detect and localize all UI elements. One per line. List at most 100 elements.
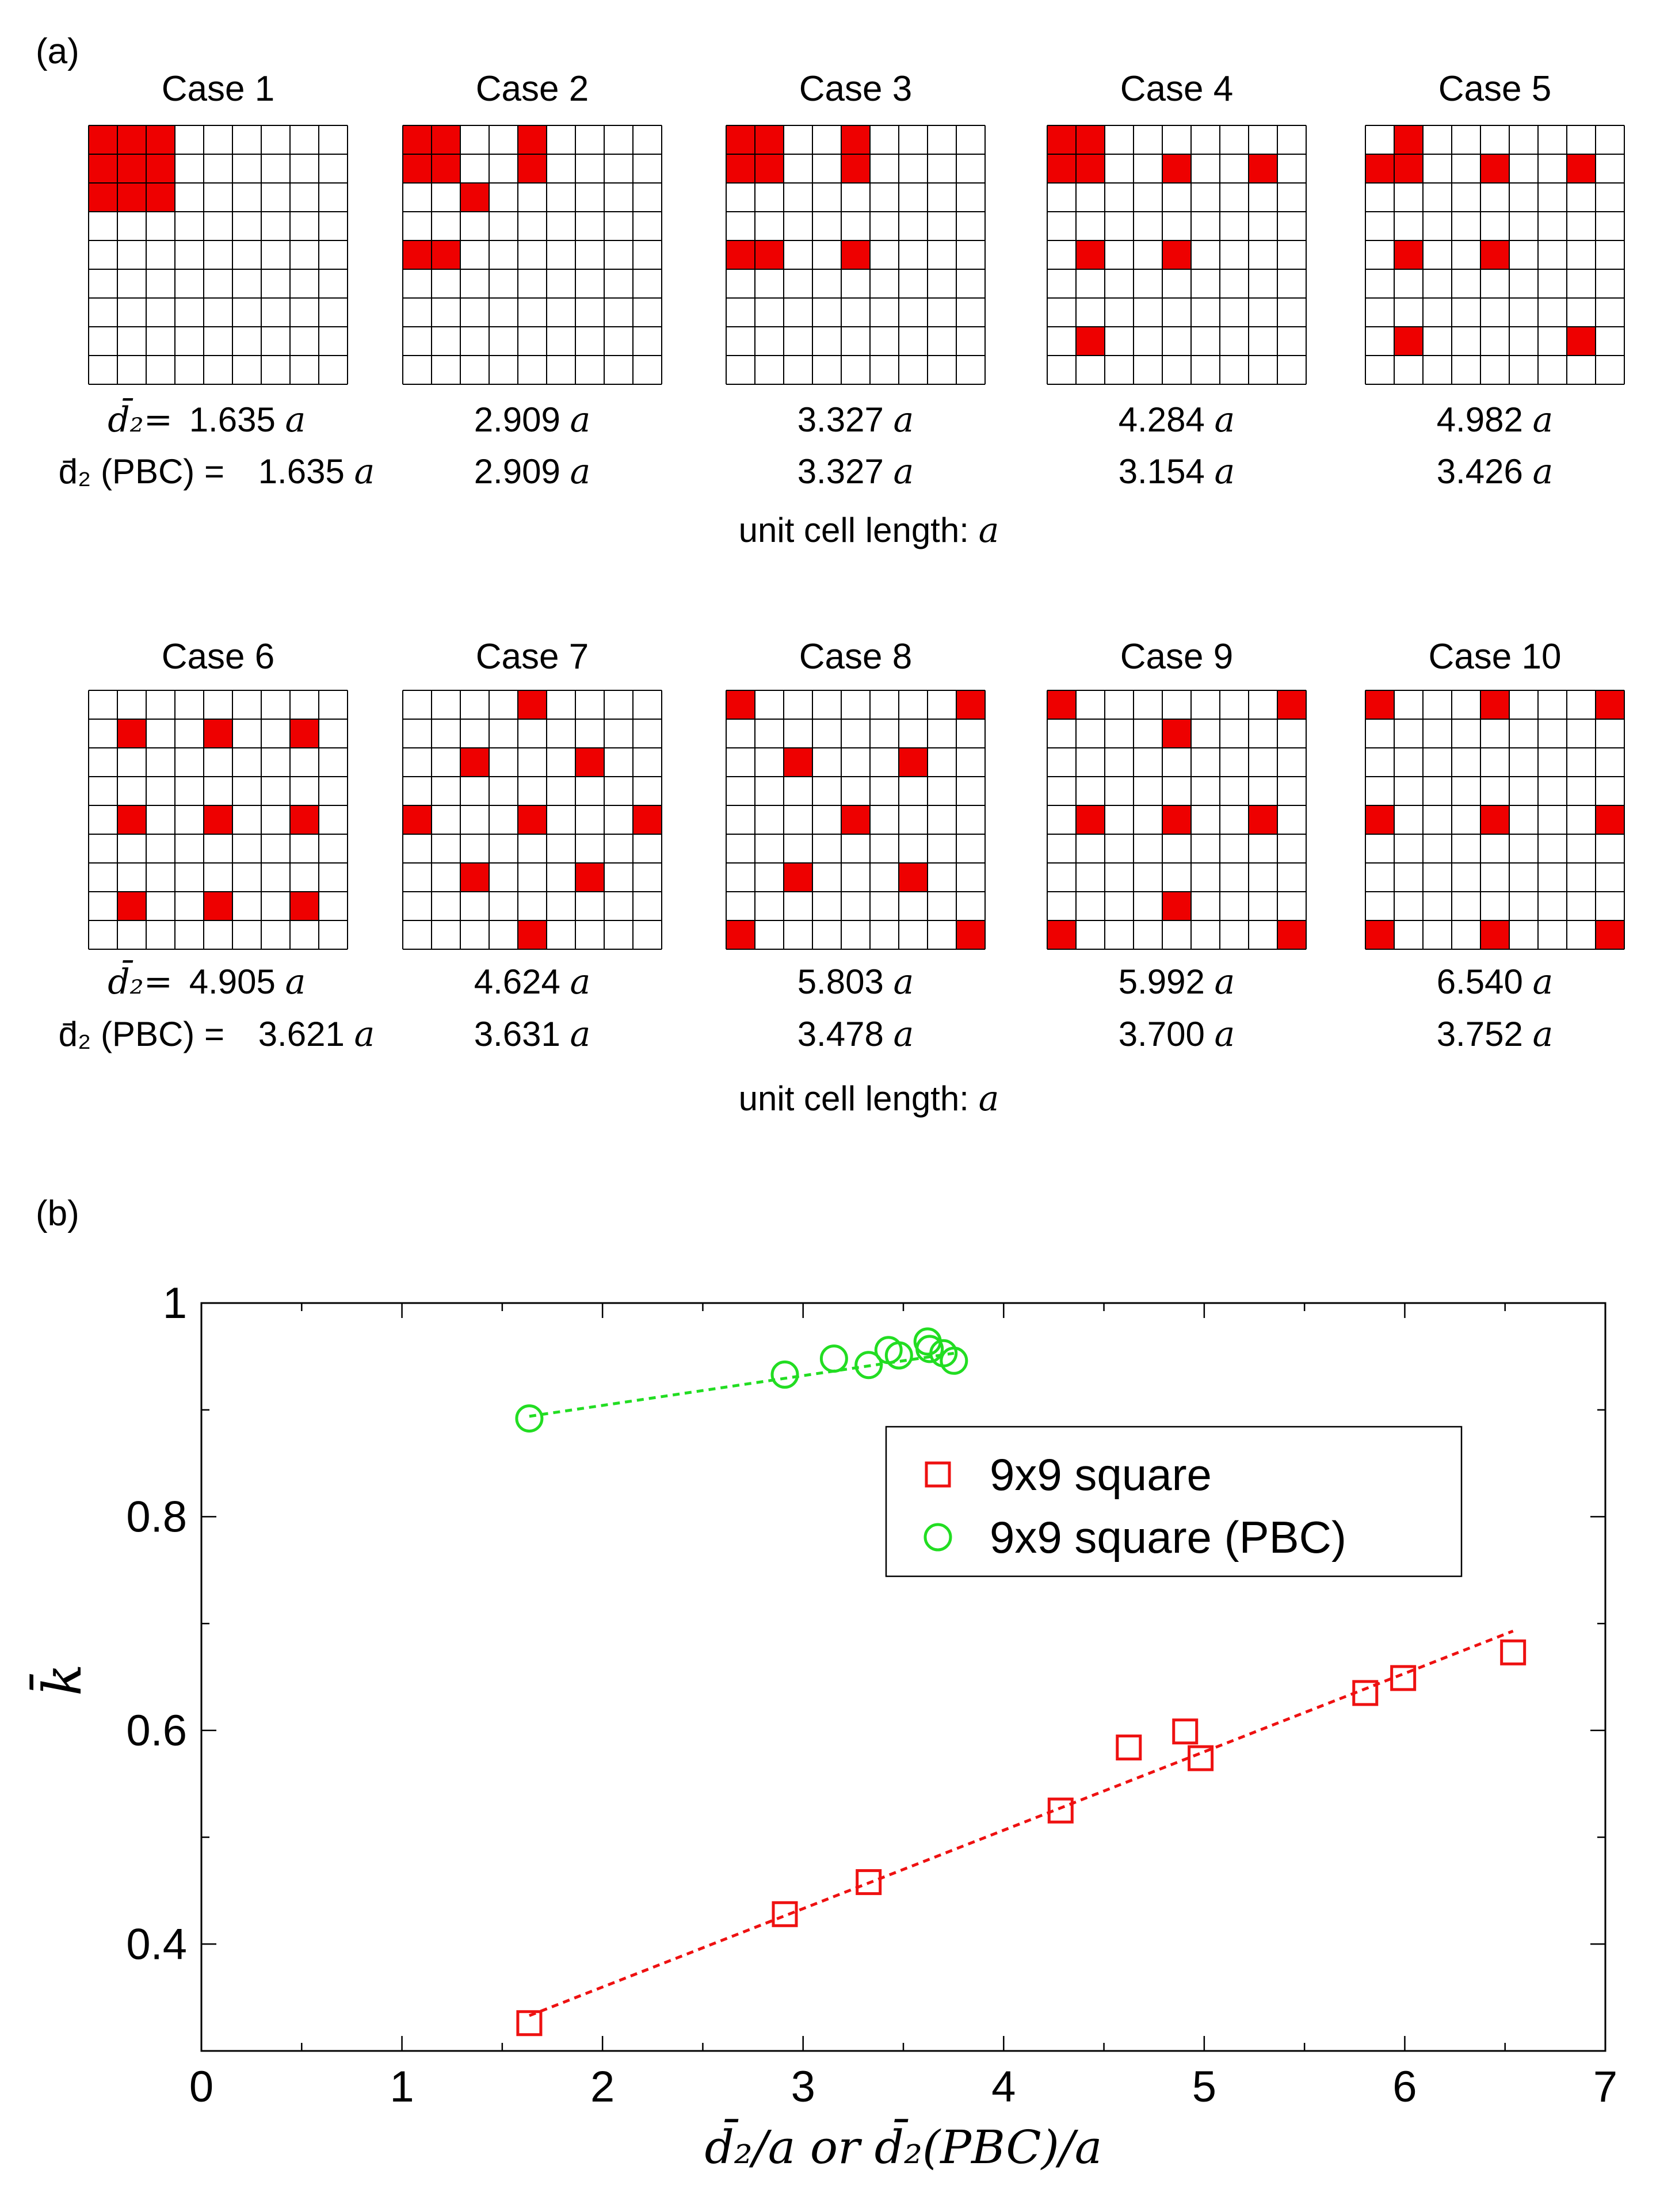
filled-cell [1394,240,1423,269]
d2-number: 2.909 [474,400,570,439]
filled-cell [1162,805,1191,834]
filled-cell [204,805,232,834]
filled-cell [841,125,870,154]
unit-caption-text: unit cell length: [739,1079,979,1118]
d2-value: 6.540 a [1437,962,1554,1002]
filled-cell [1596,920,1624,949]
filled-cell [403,154,432,183]
filled-cell [1249,805,1277,834]
filled-cell [290,805,319,834]
legend: 9x9 square 9x9 square (PBC) [885,1426,1463,1577]
filled-cell [1162,154,1191,183]
d2-pbc-value: 3.426 a [1437,452,1554,492]
filled-cell [117,183,146,212]
d2-pbc-value: 3.621 a [258,1014,375,1055]
data-point-circle [854,1351,883,1380]
d2-pbc-number: 3.478 [797,1015,894,1053]
d2-value: 3.327 a [797,400,914,440]
d2-value: 4.982 a [1437,400,1554,440]
filled-cell [1076,240,1105,269]
filled-cell [899,748,928,777]
unit-symbol: a [570,400,591,440]
d2-number: 4.905 [189,962,285,1001]
filled-cell [784,748,812,777]
filled-cell [117,805,146,834]
d2-number: 1.635 [189,400,285,439]
x-tick-label: 7 [1593,2062,1617,2111]
unit-symbol: a [1215,1014,1235,1055]
filled-cell [146,183,175,212]
filled-cell [755,240,784,269]
d2-number: 4.982 [1437,400,1533,439]
panel-b: (b) 0 1 2 3 4 5 6 7 0.4 0.6 0.8 1 d̄₂/a or d̄₂(PBC)/… [29,1194,1617,2174]
d2-value: 4.284 a [1119,400,1235,440]
d2-pbc-number: 3.154 [1119,452,1215,491]
unit-symbol: a [354,1014,375,1055]
x-tick-label: 3 [791,2062,815,2111]
d2-pbc-value: 3.478 a [797,1014,914,1055]
filled-cell [1365,690,1394,719]
scatter-chart: 0 1 2 3 4 5 6 7 0.4 0.6 0.8 1 d̄₂/a or d̄₂(PBC)/a k̄ 9… [29,1279,1617,2174]
filled-cell [117,154,146,183]
data-point-circle [940,1346,968,1375]
filled-cell [899,863,928,892]
filled-cell [1047,154,1076,183]
unit-symbol: a [285,962,306,1002]
d2-number: 3.327 [797,400,894,439]
row-label-d2: d̄₂= [108,398,173,440]
filled-cell [432,125,460,154]
d2-value: 5.803 a [797,962,914,1002]
unit-symbol: a [570,452,591,492]
unit-symbol: a [894,452,914,492]
x-tick-label: 6 [1392,2062,1417,2111]
unit-symbol: a [285,400,306,440]
y-tick-label: 0.4 [126,1920,187,1969]
filled-cell [1365,805,1394,834]
x-tick-label: 2 [590,2062,615,2111]
d2-pbc-value: 3.752 a [1437,1014,1554,1055]
filled-cell [841,805,870,834]
case-title: Case 9 [1120,637,1233,677]
filled-cell [518,154,547,183]
d2-pbc-value: 3.327 a [797,452,914,492]
filled-cell [460,748,489,777]
y-tick-label: 0.8 [126,1492,187,1541]
filled-cell [460,863,489,892]
series-square [516,1629,1527,2037]
d2-number: 6.540 [1437,962,1533,1001]
filled-cell [117,719,146,748]
filled-cell [1596,805,1624,834]
filled-cell [518,920,547,949]
case-3: Case 33.327 a3.327 a [726,69,986,492]
data-point-square [1172,1718,1199,1745]
y-axis-label: k̄ [29,1664,93,1696]
filled-cell [1394,327,1423,356]
filled-cell [841,240,870,269]
data-point-square [1352,1680,1379,1706]
d2-value: 4.624 a [474,962,591,1002]
d2-pbc-number: 1.635 [258,452,354,491]
unit-caption-text: unit cell length: [739,511,979,549]
d2-pbc-value: 3.631 a [474,1014,591,1055]
filled-cell [403,805,432,834]
filled-cell [956,920,985,949]
x-axis-label: d̄₂/a or d̄₂(PBC)/a [705,2119,1102,2174]
filled-cell [956,690,985,719]
filled-cell [575,863,604,892]
case-title: Case 3 [799,69,912,109]
data-point-circle [884,1341,913,1370]
case-title: Case 6 [162,637,274,677]
d2-pbc-number: 3.631 [474,1015,570,1053]
data-point-circle [515,1404,544,1433]
legend-box [885,1426,1463,1577]
unit-symbol: a [1533,1014,1554,1055]
d2-pbc-number: 3.700 [1119,1015,1215,1053]
filled-cell [432,240,460,269]
panel-a: (a) Case 11.635 a1.635 ad̄₂=d̄₂ (PBC) =C… [36,32,1625,1119]
filled-cell [1047,690,1076,719]
case-title: Case 7 [476,637,589,677]
unit-caption-symbol: a [979,510,999,551]
filled-cell [1162,719,1191,748]
filled-cell [1394,125,1423,154]
data-point-circle [770,1360,799,1389]
